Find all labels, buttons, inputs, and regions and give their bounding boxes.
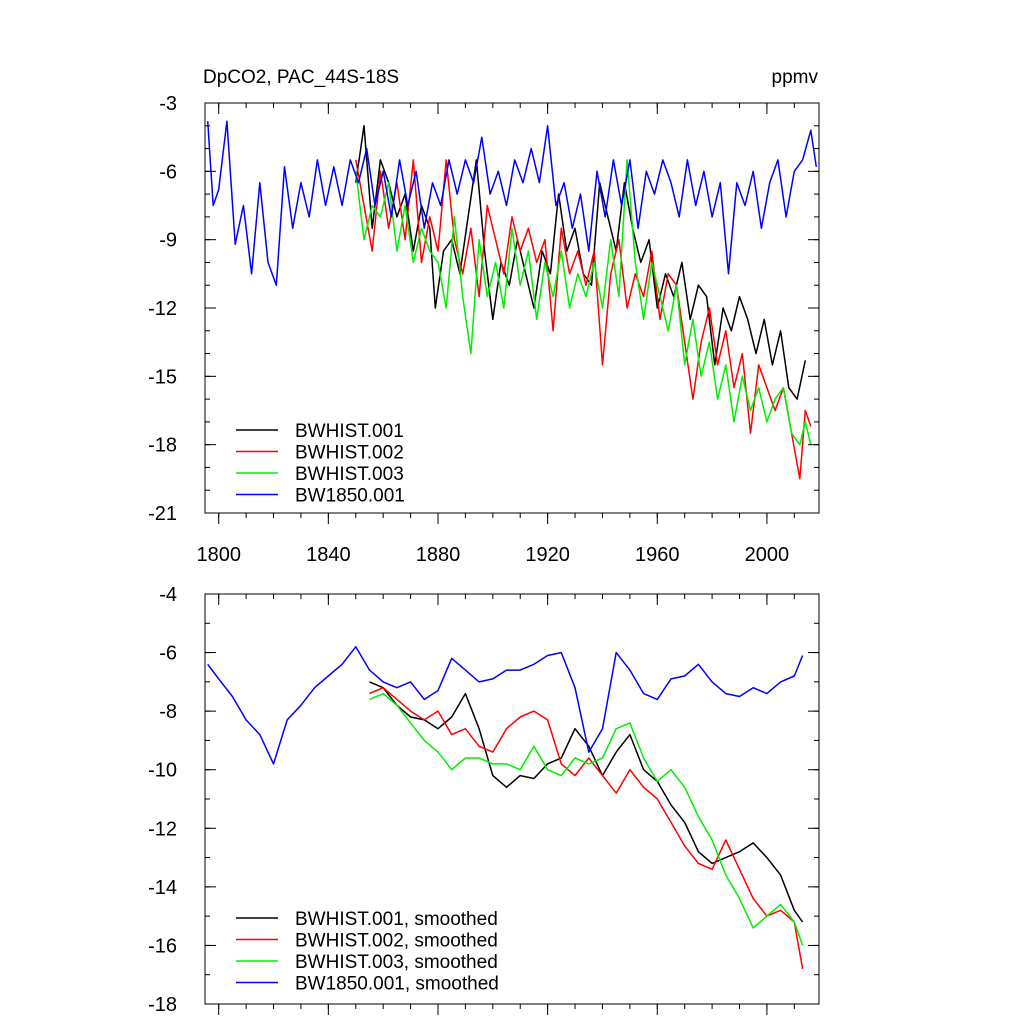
legend-entry: BW1850.001 xyxy=(295,486,405,507)
y-tick-label: -16 xyxy=(148,935,177,957)
y-tick-label: -21 xyxy=(148,503,177,525)
y-tick-label: -6 xyxy=(159,643,177,665)
x-tick-label: 1880 xyxy=(416,544,461,566)
legend-entry: BWHIST.003, smoothed xyxy=(295,952,498,973)
y-tick-label: -8 xyxy=(159,701,177,723)
series-line-top-2 xyxy=(355,159,812,480)
chart-title: DpCO2, PAC_44S-18S xyxy=(203,67,399,88)
series-line-bottom-2 xyxy=(369,686,804,970)
legend-entry: BWHIST.002, smoothed xyxy=(295,931,498,952)
series-line-bottom-3 xyxy=(369,692,804,946)
y-tick-label: -10 xyxy=(148,760,177,782)
x-tick-label: 2000 xyxy=(745,544,790,566)
y-tick-label: -12 xyxy=(148,298,177,320)
legend-entry: BWHIST.002 xyxy=(295,443,404,464)
bottom-panel: -4 -6 -8 -10 -12 -14 -16 -18 BWHIST.001, smoothe… xyxy=(148,584,820,1016)
legend-entry: BWHIST.003 xyxy=(295,464,404,485)
x-tick-label: 1840 xyxy=(306,544,351,566)
top-panel: -3 -6 -9 -12 -15 -18 -21 1800 1840 1880 1920 1960 20… xyxy=(148,67,820,566)
x-tick-label: 1960 xyxy=(635,544,680,566)
series-line-top-4 xyxy=(206,120,818,286)
legend-entry: BWHIST.001, smoothed xyxy=(295,909,498,930)
y-tick-label: -6 xyxy=(159,161,177,183)
y-tick-label: -4 xyxy=(159,584,177,606)
x-tick-label: 1800 xyxy=(196,544,241,566)
y-tick-label: -9 xyxy=(159,230,177,252)
series-line-bottom-4 xyxy=(207,645,804,765)
units-label: ppmv xyxy=(772,67,819,88)
y-tick-label: -3 xyxy=(159,93,177,115)
y-tick-label: -12 xyxy=(148,818,177,840)
series-line-top-1 xyxy=(355,125,807,400)
x-tick-label: 1920 xyxy=(525,544,570,566)
legend-entry: BW1850.001, smoothed xyxy=(295,974,499,995)
legend-entry: BWHIST.001 xyxy=(295,421,404,442)
y-tick-label: -18 xyxy=(148,435,177,457)
series-line-top-3 xyxy=(355,159,812,446)
y-tick-label: -18 xyxy=(148,994,177,1016)
series-line-bottom-1 xyxy=(369,681,804,923)
y-tick-label: -15 xyxy=(148,366,177,388)
y-tick-label: -14 xyxy=(148,877,177,899)
